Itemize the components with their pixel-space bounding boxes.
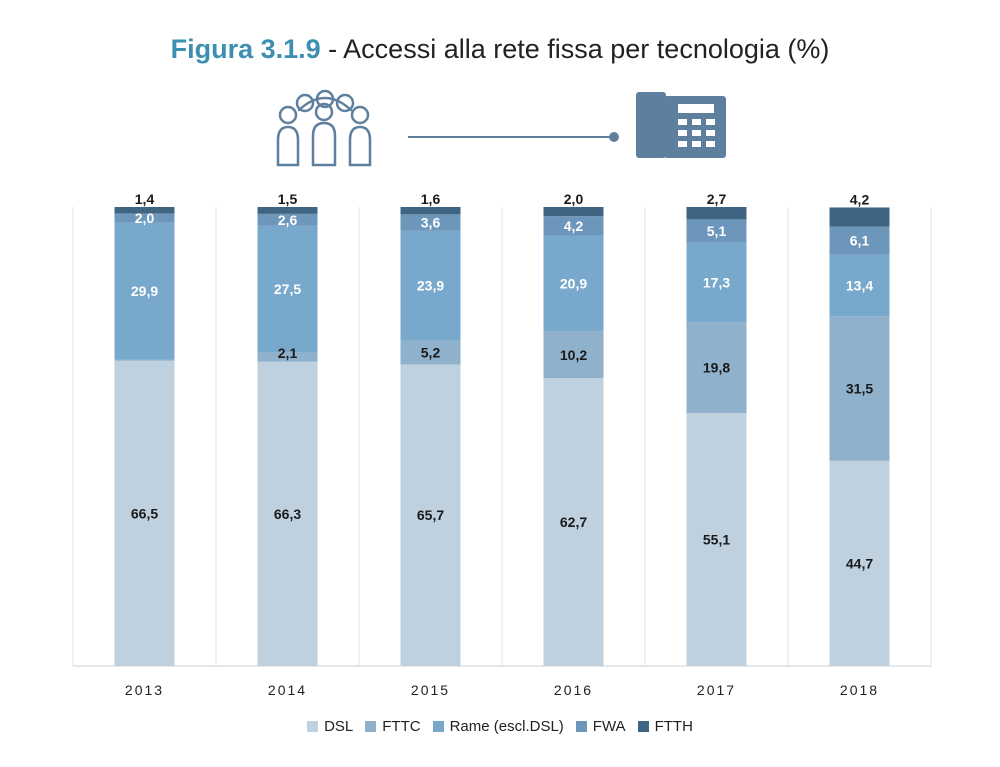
bar-segment [400, 207, 461, 215]
bar-segment [114, 359, 175, 361]
bar-segment [257, 207, 318, 214]
legend-label: DSL [324, 718, 354, 735]
legend-swatch [637, 721, 649, 732]
data-label: 1,5 [278, 191, 298, 207]
chart-title: Figura 3.1.9 - Accessi alla rete fissa p… [0, 34, 1000, 65]
data-label: 65,7 [417, 507, 444, 523]
legend-label: Rame (escl.DSL) [449, 718, 564, 735]
bar-segment [114, 213, 175, 223]
legend-label: FTTC [382, 718, 421, 735]
data-label: 66,3 [274, 506, 301, 522]
data-label: 29,9 [131, 283, 158, 299]
legend-swatch [432, 721, 444, 732]
data-label: 20,9 [560, 275, 587, 291]
gridlines [72, 207, 932, 666]
data-label: 5,2 [421, 345, 441, 361]
data-label: 66,5 [131, 505, 158, 521]
bar-segment [686, 413, 747, 666]
bar-segment [686, 207, 747, 220]
bar-segment [114, 207, 175, 214]
bar-segment [829, 316, 890, 461]
data-label: 2,7 [707, 191, 727, 207]
bar-segment [400, 364, 461, 666]
bar-segment [257, 213, 318, 226]
bar-segment [543, 235, 604, 332]
data-label: 27,5 [274, 281, 301, 297]
data-label: 55,1 [703, 532, 730, 548]
bar-segment [114, 222, 175, 360]
bar-segment [686, 322, 747, 414]
bars [114, 207, 890, 666]
data-label: 5,1 [707, 223, 727, 239]
legend: DSL FTTC Rame (escl.DSL) FWA FTTH [0, 718, 1000, 736]
people-group-icon [276, 89, 372, 167]
legend-label: FWA [592, 718, 626, 735]
x-tick-label: 2013 [125, 682, 164, 698]
x-tick-label: 2016 [554, 682, 593, 698]
data-label: 2,0 [135, 210, 155, 226]
x-axis-ticks: 2013 2014 2015 2016 2017 2018 [125, 682, 879, 698]
data-label: 17,3 [703, 275, 730, 291]
data-label: 2,1 [278, 345, 298, 361]
header-illustration [276, 89, 726, 167]
legend-item: Rame (escl.DSL) [432, 718, 564, 735]
legend-item: FWA [575, 718, 626, 735]
data-label: 10,2 [560, 347, 587, 363]
data-label: 2,0 [564, 191, 584, 207]
figure-label: Figura 3.1.9 [170, 34, 321, 64]
x-tick-label: 2015 [411, 682, 450, 698]
connection-line [408, 132, 619, 142]
x-tick-label: 2017 [697, 682, 736, 698]
data-label: 4,2 [850, 191, 870, 207]
data-label: 23,9 [417, 278, 444, 294]
data-label: 6,1 [850, 233, 870, 249]
bar-segment [257, 352, 318, 362]
bar-segment [543, 331, 604, 379]
legend-item: FTTH [637, 718, 693, 735]
bar-segment [400, 214, 461, 231]
bar-segment [686, 242, 747, 323]
bar-segment [400, 230, 461, 341]
bar-segment [400, 340, 461, 365]
bar-segment [543, 207, 604, 217]
data-label: 4,2 [564, 218, 584, 234]
data-label: 31,5 [846, 381, 873, 397]
bar-segment [543, 378, 604, 666]
data-label: 13,4 [846, 277, 873, 293]
data-label: 3,6 [421, 215, 441, 231]
title-separator: - [320, 34, 344, 64]
bar-segment [829, 207, 890, 227]
x-tick-label: 2018 [840, 682, 879, 698]
data-label: 44,7 [846, 555, 873, 571]
bar-segment [829, 226, 890, 255]
legend-item: FTTC [365, 718, 421, 735]
legend-swatch [365, 721, 377, 732]
bar-segment [257, 225, 318, 353]
bar-segment [543, 216, 604, 236]
legend-swatch [307, 721, 319, 732]
data-label: 2,6 [278, 212, 298, 228]
bar-segment [114, 360, 175, 666]
desk-phone-icon [636, 92, 726, 158]
title-text: Accessi alla rete fissa per tecnologia (… [343, 34, 830, 64]
data-label: 1,4 [135, 191, 155, 207]
data-labels: 66,5 29,9 2,0 1,4 66,3 2,1 27,5 2,6 1,5 65,7 5,2 23… [131, 191, 873, 571]
legend-swatch [575, 721, 587, 732]
data-label: 62,7 [560, 514, 587, 530]
data-label: 1,6 [421, 191, 441, 207]
legend-label: FTTH [654, 718, 693, 735]
data-label: 19,8 [703, 360, 730, 376]
bar-segment [686, 219, 747, 243]
bar-segment [829, 460, 890, 666]
bar-segment [829, 254, 890, 317]
legend-item: DSL [307, 718, 353, 735]
bar-segment [257, 361, 318, 666]
x-tick-label: 2014 [268, 682, 307, 698]
